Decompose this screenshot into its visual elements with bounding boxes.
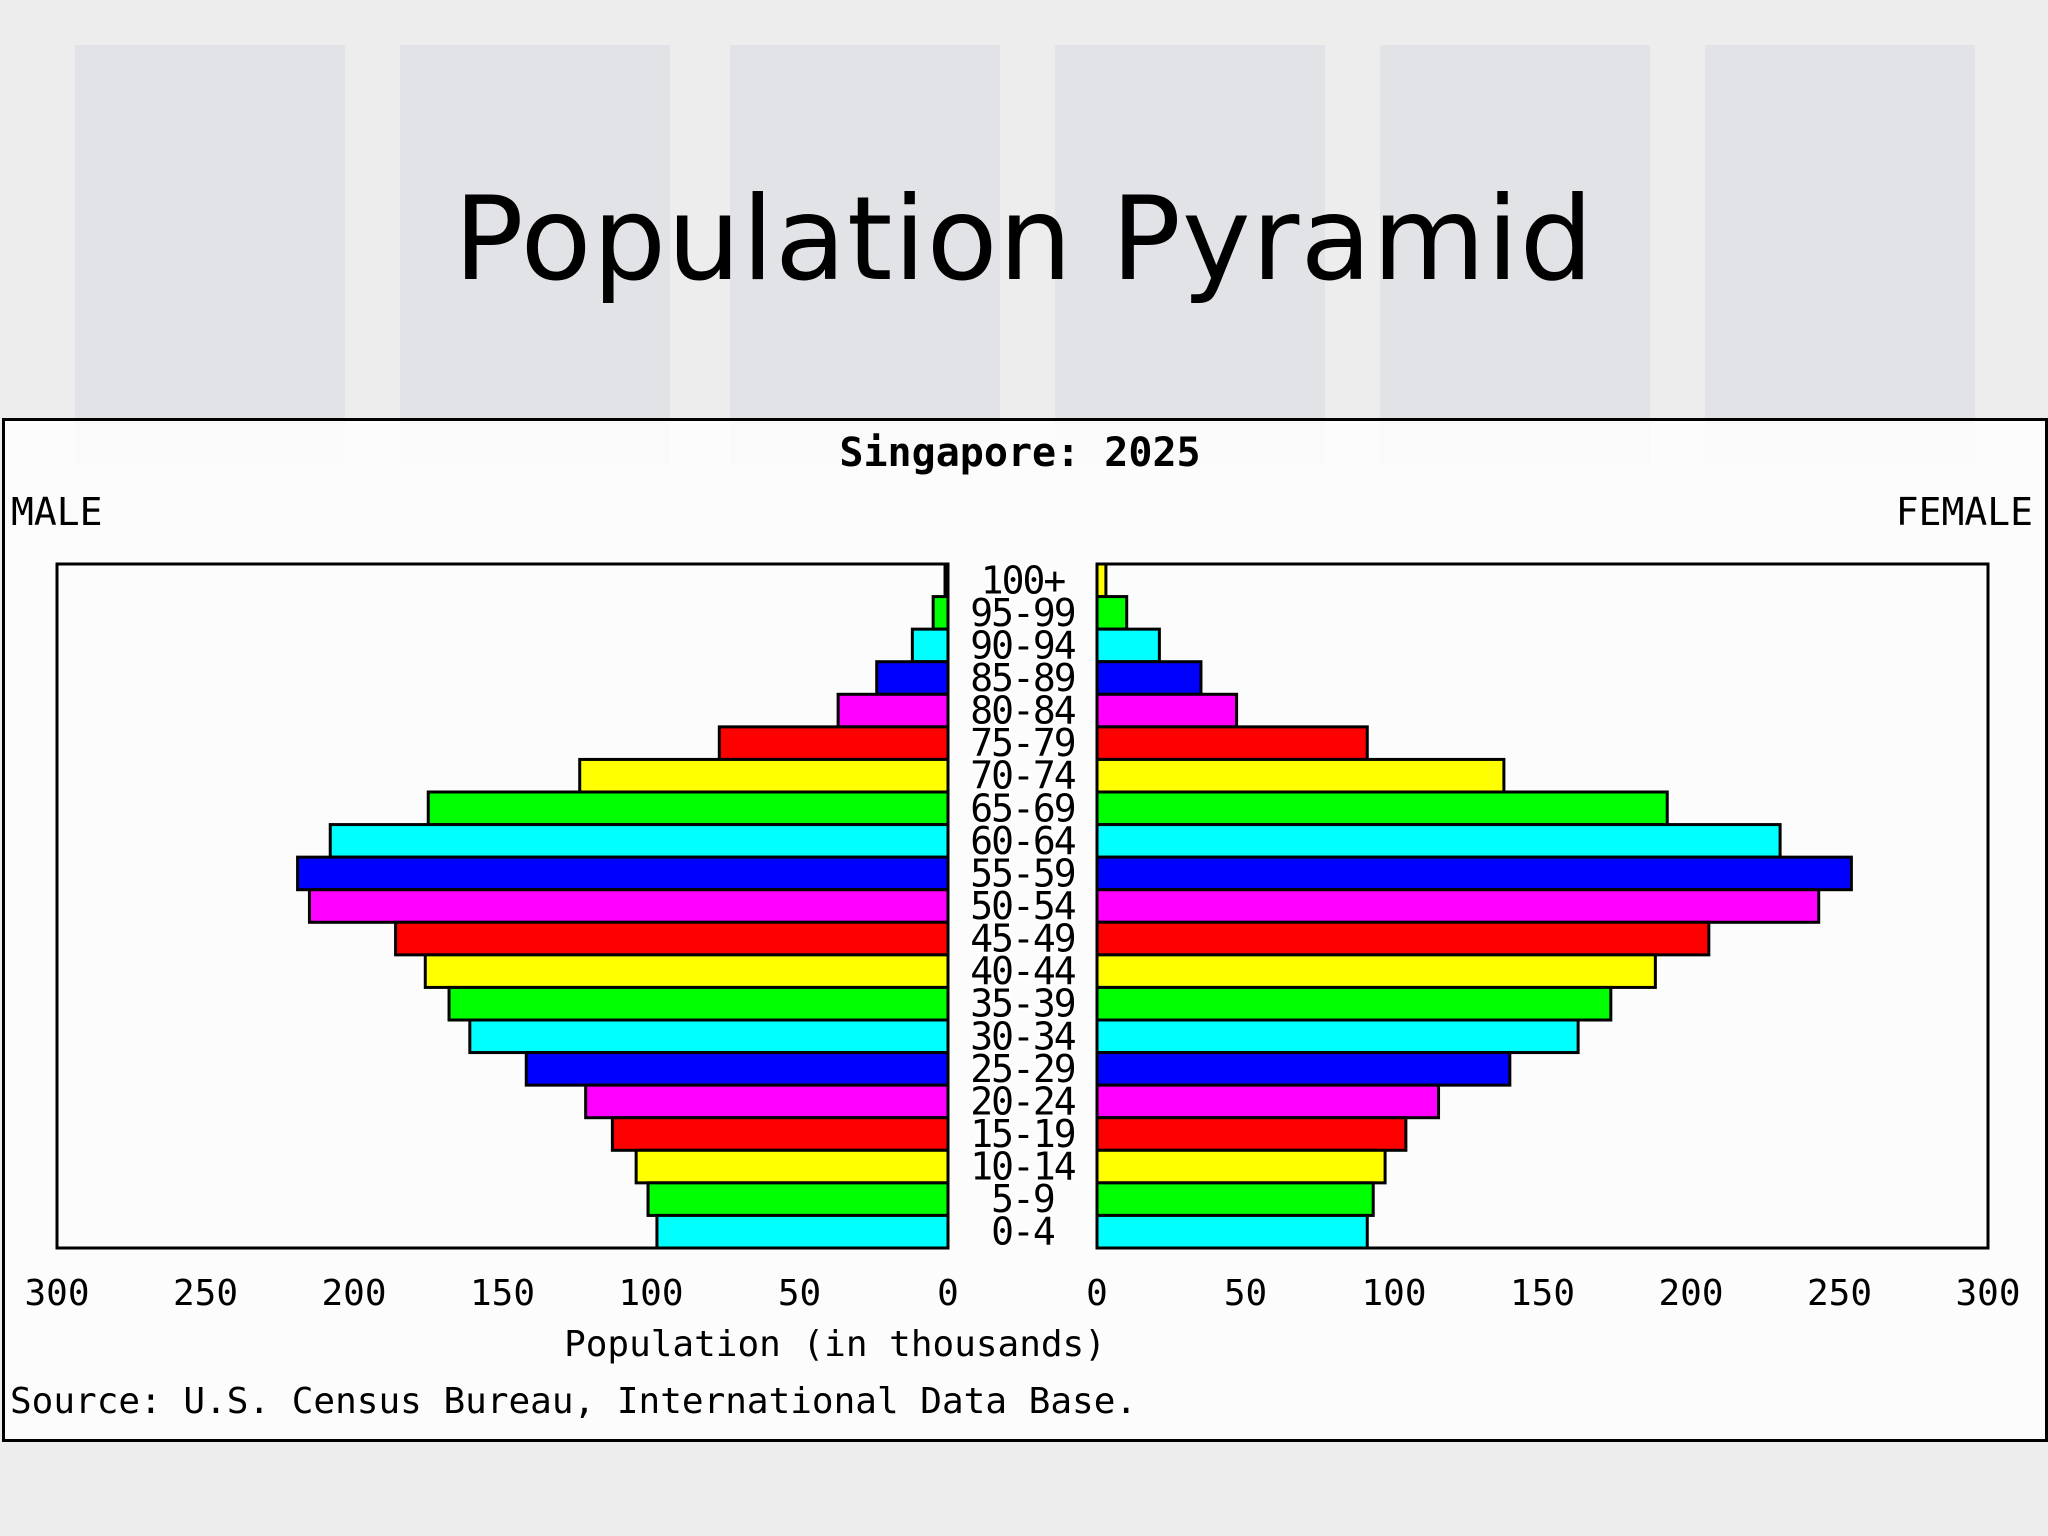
age-group-label: 0-4 [991, 1210, 1055, 1254]
age-group-label: 80-84 [970, 689, 1076, 733]
female-tick-label: 100 [1361, 1273, 1426, 1314]
female-tick-label: 250 [1807, 1273, 1872, 1314]
female-tick-label: 200 [1658, 1273, 1723, 1314]
male-bar-15-19 [610, 1116, 950, 1152]
age-group-label: 75-79 [970, 721, 1075, 765]
age-group-label: 10-14 [970, 1145, 1076, 1189]
age-group-label: 5-9 [991, 1177, 1054, 1221]
female-bar-45-49 [1095, 920, 1711, 957]
source-note: Source: U.S. Census Bureau, Internationa… [10, 1381, 1137, 1422]
age-group-label: 30-34 [970, 1014, 1076, 1058]
female-bar-0-4 [1095, 1213, 1369, 1250]
age-group-label: 90-94 [970, 623, 1076, 667]
female-bar-65-69 [1095, 790, 1669, 827]
age-group-label: 95-99 [970, 591, 1075, 635]
female-tick-label: 50 [1224, 1273, 1267, 1314]
female-tick-label: 0 [1086, 1273, 1108, 1314]
age-group-label: 35-39 [970, 982, 1075, 1026]
age-group-label: 15-19 [970, 1112, 1075, 1156]
male-label: MALE [11, 490, 103, 534]
age-group-label: 25-29 [970, 1047, 1075, 1091]
chart-title: Singapore: 2025 [839, 430, 1200, 476]
male-bar-40-44 [423, 953, 950, 989]
male-tick-label: 300 [24, 1273, 89, 1314]
female-bar-75-79 [1095, 725, 1369, 761]
age-group-label: 40-44 [970, 949, 1076, 993]
male-bar-60-64 [328, 823, 950, 859]
pyramid-panel: Singapore: 2025 MALE FEMALE 100+ 95-99 90-… [2, 418, 2048, 1442]
age-group-label: 20-24 [970, 1079, 1076, 1123]
female-bar-50-54 [1095, 888, 1821, 924]
male-bar-50-54 [307, 888, 950, 924]
female-label: FEMALE [1896, 490, 2033, 534]
age-group-label: 100+ [981, 558, 1066, 602]
age-group-label: 60-64 [970, 819, 1076, 863]
male-bar-45-49 [394, 920, 950, 957]
female-bar-15-19 [1095, 1116, 1408, 1152]
female-bar-90-94 [1095, 627, 1161, 664]
age-group-label: 70-74 [970, 754, 1076, 798]
age-group-label: 50-54 [970, 884, 1076, 928]
female-bar-10-14 [1095, 1148, 1387, 1185]
slide-title: Population Pyramid [453, 172, 1595, 307]
male-bar-55-59 [296, 855, 950, 892]
male-bar-80-84 [836, 692, 950, 729]
age-group-label: 55-59 [970, 851, 1075, 895]
female-tick-label: 150 [1510, 1273, 1575, 1314]
male-bar-70-74 [578, 757, 950, 794]
female-bar-40-44 [1095, 953, 1657, 989]
x-axis-label: Population (in thousands) [564, 1324, 1106, 1365]
male-tick-label: 50 [778, 1273, 821, 1314]
male-tick-label: 200 [321, 1273, 386, 1314]
female-bar-20-24 [1095, 1083, 1441, 1120]
female-bar-30-34 [1095, 1018, 1580, 1055]
age-group-label: 85-89 [970, 656, 1075, 700]
female-bar-60-64 [1095, 823, 1782, 859]
female-bar-95-99 [1095, 595, 1129, 631]
male-bar-75-79 [717, 725, 950, 761]
male-bar-35-39 [447, 985, 950, 1022]
male-bar-5-9 [646, 1181, 950, 1217]
male-bar-95-99 [931, 595, 950, 631]
male-bar-0-4 [655, 1213, 950, 1250]
female-bar-35-39 [1095, 985, 1613, 1022]
age-group-label: 45-49 [970, 917, 1075, 961]
female-bar-25-29 [1095, 1051, 1512, 1087]
female-bar-5-9 [1095, 1181, 1375, 1217]
male-bar-65-69 [426, 790, 950, 827]
female-bar-85-89 [1095, 660, 1203, 696]
male-bar-85-89 [875, 660, 950, 696]
female-tick-label: 300 [1955, 1273, 2020, 1314]
female-bar-100plus [1095, 562, 1108, 599]
population-pyramid-chart: Singapore: 2025 MALE FEMALE 100+95-9990-… [5, 421, 2045, 1439]
male-tick-label: 0 [937, 1273, 959, 1314]
male-bar-25-29 [524, 1051, 950, 1087]
male-bar-100plus [943, 562, 950, 599]
male-tick-label: 150 [470, 1273, 535, 1314]
male-tick-label: 100 [618, 1273, 683, 1314]
male-bar-10-14 [634, 1148, 950, 1185]
male-bar-90-94 [910, 627, 950, 664]
age-group-label: 65-69 [970, 786, 1075, 830]
female-bar-70-74 [1095, 757, 1506, 794]
male-bar-20-24 [584, 1083, 950, 1120]
male-tick-label: 250 [173, 1273, 238, 1314]
male-bar-30-34 [468, 1018, 950, 1055]
female-bar-80-84 [1095, 692, 1239, 729]
female-bar-55-59 [1095, 855, 1853, 892]
